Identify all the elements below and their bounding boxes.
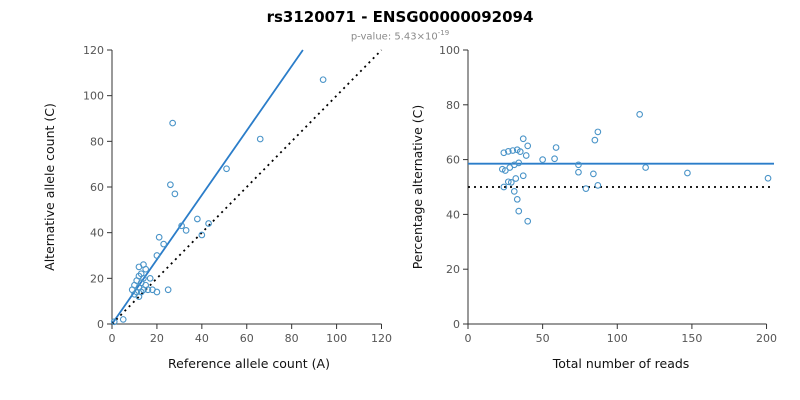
svg-text:Alternative allele count (C): Alternative allele count (C) <box>42 103 57 271</box>
svg-text:Total number of reads: Total number of reads <box>552 356 690 371</box>
svg-text:40: 40 <box>446 209 460 222</box>
svg-text:150: 150 <box>681 332 702 345</box>
p-value-subtitle: p-value: 5.43×10-19 <box>0 29 800 42</box>
svg-text:80: 80 <box>285 332 299 345</box>
svg-text:40: 40 <box>90 227 104 240</box>
svg-text:60: 60 <box>240 332 254 345</box>
charts-row: 0 20 40 60 80 100 120 0 20 40 60 80 100 120 Reference … <box>0 42 800 390</box>
svg-text:100: 100 <box>83 90 104 103</box>
svg-text:60: 60 <box>90 181 104 194</box>
svg-text:80: 80 <box>90 136 104 149</box>
svg-text:40: 40 <box>195 332 209 345</box>
allele-counts-chart: 0 20 40 60 80 100 120 0 20 40 60 80 100 120 Reference … <box>0 42 400 390</box>
svg-text:120: 120 <box>371 332 392 345</box>
svg-text:50: 50 <box>536 332 550 345</box>
svg-text:0: 0 <box>109 332 116 345</box>
svg-text:80: 80 <box>446 99 460 112</box>
svg-text:20: 20 <box>446 264 460 277</box>
page-title: rs3120071 - ENSG00000092094 <box>266 8 534 26</box>
percentage-vs-reads-chart: 0 50 100 150 200 0 20 40 60 80 100 Total number of … <box>400 42 800 390</box>
svg-text:120: 120 <box>83 44 104 57</box>
svg-text:200: 200 <box>756 332 777 345</box>
svg-text:Percentage alternative (C): Percentage alternative (C) <box>410 105 425 269</box>
svg-text:100: 100 <box>607 332 628 345</box>
percentage-vs-reads-scatter-plot: 0 50 100 150 200 0 20 40 60 80 100 Total number of … <box>410 44 777 371</box>
svg-text:20: 20 <box>90 273 104 286</box>
svg-text:0: 0 <box>453 318 460 331</box>
chart-header: rs3120071 - ENSG00000092094 p-value: 5.4… <box>0 0 800 42</box>
svg-text:Reference allele count (A): Reference allele count (A) <box>168 356 330 371</box>
svg-text:100: 100 <box>326 332 347 345</box>
svg-text:0: 0 <box>97 318 104 331</box>
svg-text:60: 60 <box>446 154 460 167</box>
svg-text:0: 0 <box>465 332 472 345</box>
p-value-text: p-value: 5.43×10 <box>350 31 438 43</box>
p-value-exponent: -19 <box>437 29 450 37</box>
svg-text:20: 20 <box>150 332 164 345</box>
svg-text:100: 100 <box>439 44 460 57</box>
allele-counts-scatter-plot: 0 20 40 60 80 100 120 0 20 40 60 80 100 120 Reference … <box>42 44 392 371</box>
